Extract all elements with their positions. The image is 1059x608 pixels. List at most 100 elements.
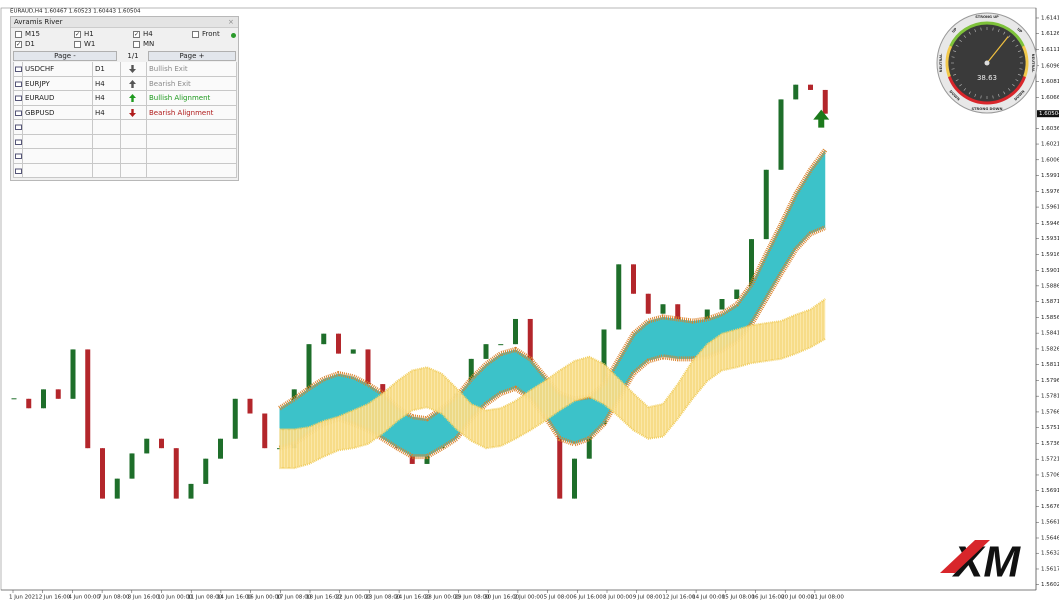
y-tick-label: 1.57215: [1041, 457, 1059, 463]
candle: [645, 293, 651, 314]
gauge-value: 38.63: [977, 74, 997, 82]
candle: [660, 304, 666, 314]
y-tick-label: 1.57515: [1041, 425, 1059, 431]
candle: [557, 418, 563, 499]
gauge-arc: [1021, 45, 1029, 78]
x-tick-label: 15 Jul 08:00: [722, 595, 755, 601]
checkbox-label: M15: [25, 30, 40, 38]
table-cell: [93, 120, 121, 135]
checkbox[interactable]: ✓: [133, 31, 140, 38]
gauge-tick: [959, 83, 962, 87]
gauge-label: NEUTRAL: [939, 53, 943, 72]
candle: [247, 398, 253, 414]
gauge-tick: [955, 79, 959, 82]
candle: [675, 304, 681, 330]
axes: 1.61415 1.61265 1.61115 1.60960 1.60810 1.606…: [1, 8, 1059, 601]
ribbon-lower: [279, 338, 826, 470]
candle: [218, 438, 223, 459]
gauge-tick: [992, 95, 994, 99]
candle: [11, 398, 17, 400]
y-tick-label: 1.58415: [1041, 331, 1059, 337]
candle: [100, 448, 105, 499]
status-dot: [231, 33, 236, 38]
gauge-tick: [992, 27, 994, 31]
checkbox[interactable]: [74, 41, 81, 48]
x-tick-label: 2 Jun 16:00: [39, 595, 71, 601]
candle: [365, 349, 371, 385]
candle: [616, 264, 622, 330]
gauge-label: UP: [951, 27, 958, 34]
table-cell: [147, 163, 237, 178]
checkbox-label: D1: [25, 40, 35, 48]
candle: [527, 318, 533, 390]
candle: [749, 239, 754, 290]
plot: [11, 84, 830, 499]
x-tick-label: 21 Jul 08:00: [811, 595, 844, 601]
candle: [262, 413, 268, 449]
candle: [793, 84, 799, 100]
checkbox[interactable]: ✓: [74, 31, 81, 38]
table-cell: Bearish Alignment: [147, 105, 237, 120]
candle: [55, 389, 61, 399]
x-tick-label: 29 Jun 08:00: [455, 595, 490, 601]
table-cell: H4: [93, 105, 121, 120]
x-tick-label: 8 Jul 00:00: [603, 595, 633, 601]
candle: [114, 478, 120, 499]
x-tick-label: 30 Jun 16:00: [484, 595, 519, 601]
gauge-needle: [986, 36, 1009, 64]
x-tick-label: 28 Jun 00:00: [425, 595, 460, 601]
signal-arrow: [813, 109, 830, 128]
page-next[interactable]: Page +: [148, 51, 236, 61]
table-cell: [121, 62, 147, 77]
panel-close[interactable]: ×: [228, 18, 234, 26]
trend-arrow: [129, 94, 136, 102]
x-tick-label: 17 Jun 08:00: [276, 595, 311, 601]
ribbon-upper: [279, 298, 826, 431]
table-cell: [13, 134, 23, 149]
x-tick-label: 5 Jul 08:00: [544, 595, 574, 601]
gauge-tick: [1019, 68, 1023, 70]
table-cell: H4: [93, 91, 121, 106]
y-tick-label: 1.59615: [1041, 205, 1059, 211]
table-cell: EURJPY: [23, 76, 93, 91]
checkbox-label: MN: [143, 40, 155, 48]
gauge-tick: [951, 56, 955, 58]
checkbox[interactable]: [15, 31, 22, 38]
checkbox[interactable]: ✓: [15, 41, 22, 48]
y-tick-label: 1.57965: [1041, 378, 1059, 384]
gauge-tick: [953, 74, 957, 76]
y-tick-label: 1.60065: [1041, 157, 1059, 163]
table-cell: [121, 163, 147, 178]
y-tick-label: 1.60960: [1041, 63, 1059, 69]
y-tick-label: 1.60810: [1041, 79, 1059, 85]
table-cell: [23, 163, 93, 178]
table-cell: [121, 134, 147, 149]
table-cell: USDCHF: [23, 62, 93, 77]
table-cell: Bullish Alignment: [147, 91, 237, 106]
table-cell: [13, 105, 23, 120]
table-cell: [13, 62, 23, 77]
checkbox[interactable]: [192, 31, 199, 38]
candle: [719, 299, 725, 310]
gauge-tick: [974, 93, 976, 97]
y-tick-label: 1.57065: [1041, 472, 1059, 478]
table-cell: [121, 91, 147, 106]
gauge-tick: [959, 39, 962, 43]
gauge-tick: [1003, 91, 1006, 95]
checkbox[interactable]: [133, 41, 140, 48]
table-cell: [121, 105, 147, 120]
y-tick-label: 1.57815: [1041, 394, 1059, 400]
x-tick-label: 16 Jul 16:00: [752, 595, 785, 601]
y-tick-label: 1.59915: [1041, 173, 1059, 179]
candle: [513, 318, 518, 345]
table-cell: [23, 149, 93, 164]
candle: [203, 458, 209, 484]
folder-icon: [15, 95, 22, 101]
gauge-tick: [963, 35, 967, 38]
table-cell: [13, 163, 23, 178]
gauge-tick: [980, 95, 982, 99]
candle: [173, 448, 179, 499]
page-prev[interactable]: Page -: [13, 51, 117, 61]
